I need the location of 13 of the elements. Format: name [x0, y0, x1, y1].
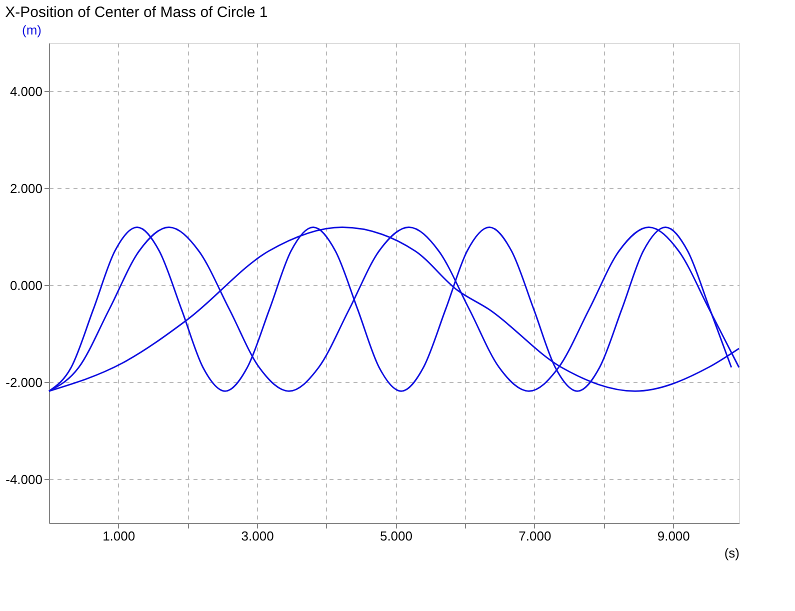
x-tick-label: 7.000	[518, 528, 552, 544]
y-tick-label: -4.000	[6, 472, 42, 487]
y-axis-title: (m)	[22, 22, 42, 38]
y-tick-label: 4.000	[10, 84, 42, 99]
x-tick-label: 5.000	[380, 528, 413, 544]
y-tick-label: 0.000	[10, 278, 42, 293]
x-tick-label: 1.000	[102, 528, 136, 544]
y-tick-label: -2.000	[6, 374, 42, 390]
x-axis-title: (s)	[724, 546, 740, 560]
x-tick-label: 3.000	[241, 528, 274, 544]
chart-title: X-Position of Center of Mass of Circle 1	[5, 4, 268, 21]
y-tick-label: 2.000	[10, 180, 42, 196]
x-tick-label: 9.000	[657, 528, 690, 544]
